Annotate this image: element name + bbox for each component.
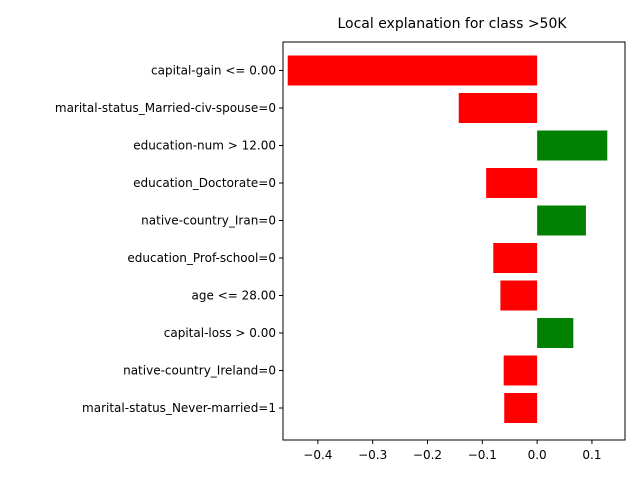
y-tick-label: capital-gain <= 0.00 [151, 64, 276, 78]
y-tick-label: capital-loss > 0.00 [164, 326, 276, 340]
x-tick-label: 0.1 [582, 448, 601, 462]
y-tick-label: native-country_Iran=0 [141, 214, 276, 228]
bar-6 [500, 280, 538, 311]
y-tick-labels: capital-gain <= 0.00 marital-status_Marri… [55, 64, 283, 415]
axes-frame [282, 41, 626, 441]
bar-3 [486, 168, 538, 198]
y-tick-label: education-num > 12.00 [133, 139, 276, 153]
y-tick-label: marital-status_Married-civ-spouse=0 [55, 101, 276, 115]
y-tick-label: native-country_Ireland=0 [123, 364, 276, 378]
bars-group [287, 55, 608, 423]
x-tick-label: −0.1 [468, 448, 497, 462]
bar-5 [493, 243, 538, 273]
bar-0 [287, 55, 538, 86]
y-tick-label: marital-status_Never-married=1 [82, 401, 276, 415]
x-tick-label: −0.2 [413, 448, 442, 462]
bar-4 [537, 205, 586, 236]
bar-9 [504, 393, 538, 423]
bar-2 [537, 130, 608, 161]
y-tick-label: education_Prof-school=0 [127, 251, 276, 265]
x-tick-label: −0.4 [303, 448, 332, 462]
x-ticks: −0.4 −0.3 −0.2 −0.1 0.0 0.1 [303, 440, 601, 462]
chart-title: Local explanation for class >50K [337, 16, 567, 32]
x-tick-label: 0.0 [528, 448, 547, 462]
bar-1 [458, 93, 538, 123]
x-tick-label: −0.3 [358, 448, 387, 462]
y-tick-label: age <= 28.00 [192, 289, 276, 303]
bar-8 [503, 355, 538, 386]
bar-7 [537, 318, 574, 348]
y-tick-label: education_Doctorate=0 [133, 176, 276, 190]
